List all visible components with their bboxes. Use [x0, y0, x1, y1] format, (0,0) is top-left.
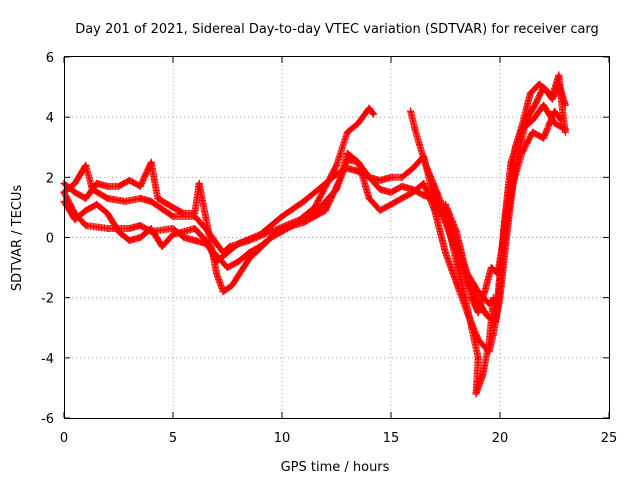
- y-tick-label: -4: [41, 352, 54, 367]
- series-trace: [192, 214, 209, 231]
- series-trace: [333, 130, 351, 168]
- y-tick-label: 6: [46, 51, 54, 66]
- series-trace: [461, 265, 475, 300]
- data-point: [370, 110, 378, 118]
- series-trace: [536, 81, 549, 93]
- y-tick-label: 0: [46, 232, 54, 247]
- x-axis-label: GPS time / hours: [281, 460, 390, 475]
- y-tick-label: 2: [46, 171, 54, 186]
- series-trace: [192, 226, 209, 243]
- x-tick-label: 5: [169, 431, 177, 446]
- series-trace: [236, 231, 263, 247]
- data-point: [489, 294, 497, 302]
- series-trace: [481, 265, 495, 294]
- series-trace: [148, 160, 161, 201]
- x-tick-label: 0: [60, 431, 68, 446]
- series-trace: [423, 163, 438, 189]
- series-trace: [442, 211, 460, 264]
- series-trace: [202, 238, 220, 264]
- series-trace: [229, 256, 252, 288]
- x-tick-label: 10: [274, 431, 291, 446]
- series-trace: [155, 195, 176, 211]
- x-tick-label: 15: [383, 431, 400, 446]
- series-trace: [323, 171, 339, 186]
- y-tick-label: -6: [41, 412, 54, 427]
- series-trace: [72, 207, 89, 222]
- series-trace: [461, 295, 475, 330]
- tick-layer: 0 5 10 15 20 25 -6 -4 -2 0 2 4 6: [41, 51, 617, 446]
- series-trace: [196, 181, 212, 231]
- series-trace: [225, 258, 241, 271]
- series-trace: [148, 226, 165, 249]
- series-trace: [257, 213, 285, 237]
- series-trace: [498, 190, 512, 249]
- series-trace: [479, 340, 493, 378]
- series-trace: [345, 120, 361, 135]
- series-trace: [485, 295, 497, 345]
- series-trace: [505, 145, 519, 195]
- series-track-6: [442, 71, 569, 317]
- series-trace: [366, 196, 383, 213]
- series-trace: [453, 229, 469, 270]
- series-trace: [475, 289, 488, 315]
- series-trace: [94, 201, 110, 216]
- series-trace: [170, 204, 186, 217]
- series-layer: [60, 71, 569, 398]
- series-trace: [213, 271, 227, 294]
- series-trace: [220, 244, 233, 255]
- series-trace: [431, 208, 449, 255]
- series-trace: [399, 165, 416, 180]
- series-trace: [453, 259, 469, 300]
- series-trace: [518, 91, 534, 129]
- series-trace: [345, 150, 361, 165]
- series-trace: [61, 180, 78, 195]
- series-trace: [247, 243, 263, 256]
- series-trace: [149, 198, 176, 220]
- series-trace: [473, 373, 486, 396]
- y-axis-label: SDTVAR / TECUs: [10, 185, 25, 292]
- series-trace: [492, 265, 506, 324]
- series-trace: [83, 181, 100, 201]
- series-trace: [104, 211, 122, 234]
- series-trace: [366, 105, 377, 117]
- series-trace: [279, 198, 306, 220]
- y-tick-label: -2: [41, 292, 54, 307]
- series-trace: [301, 180, 328, 204]
- series-trace: [442, 202, 460, 234]
- data-point: [561, 128, 569, 136]
- x-tick-label: 20: [492, 431, 509, 446]
- series-trace: [378, 201, 394, 214]
- x-tick-label: 25: [601, 431, 618, 446]
- series-trace: [468, 325, 482, 360]
- series-trace: [442, 250, 460, 285]
- series-trace: [399, 189, 415, 202]
- series-trace: [301, 207, 328, 226]
- series-trace: [225, 241, 241, 255]
- series-trace: [236, 250, 252, 265]
- y-tick-label: 4: [46, 111, 54, 126]
- chart-title: Day 201 of 2021, Sidereal Day-to-day VTE…: [75, 22, 599, 37]
- series-trace: [171, 225, 197, 238]
- series-trace: [388, 195, 404, 208]
- series-trace: [555, 73, 567, 120]
- series-trace: [356, 168, 372, 181]
- series-trace: [416, 142, 429, 168]
- series-trace: [280, 219, 306, 232]
- series-trace: [220, 283, 235, 295]
- series-trace: [214, 250, 230, 265]
- series-trace: [159, 232, 176, 249]
- series-trace: [257, 226, 285, 249]
- series-trace: [322, 175, 344, 213]
- series-trace: [512, 124, 525, 150]
